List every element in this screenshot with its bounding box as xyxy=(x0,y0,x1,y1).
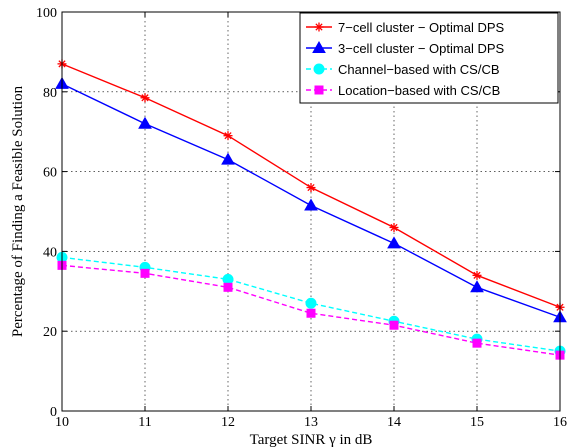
legend-label: 3−cell cluster − Optimal DPS xyxy=(338,41,505,56)
y-tick-label: 0 xyxy=(50,405,57,420)
legend-item: Channel−based with CS/CB xyxy=(306,62,500,77)
series-2-point xyxy=(221,152,235,165)
y-tick-label: 40 xyxy=(43,245,57,260)
legend-item: Location−based with CS/CB xyxy=(306,83,500,98)
x-tick-label: 10 xyxy=(55,415,69,430)
series-2-point xyxy=(470,280,484,293)
series-4-point xyxy=(472,338,482,348)
legend-swatch-marker xyxy=(314,22,324,32)
legend: 7−cell cluster − Optimal DPS 3−cell clust… xyxy=(299,12,559,104)
y-tick-label: 100 xyxy=(36,6,57,21)
legend-item: 3−cell cluster − Optimal DPS xyxy=(306,40,505,56)
series-1 xyxy=(57,59,565,312)
x-tick-label: 15 xyxy=(470,415,484,430)
series-2 xyxy=(55,76,567,323)
series-2-point xyxy=(138,116,152,129)
x-axis-label: Target SINR γ in dB xyxy=(250,432,373,448)
series-1-point xyxy=(223,131,233,141)
series-3-point xyxy=(305,297,317,309)
series-1-point xyxy=(389,222,399,232)
legend-swatch-marker xyxy=(313,63,325,75)
legend-label: 7−cell cluster − Optimal DPS xyxy=(338,20,505,35)
series-4-point xyxy=(223,282,233,292)
series-1-point xyxy=(140,93,150,103)
y-tick-label: 80 xyxy=(43,86,57,101)
x-tick-label: 16 xyxy=(553,415,567,430)
legend-box xyxy=(299,12,559,104)
legend-swatch-marker xyxy=(312,40,326,53)
axis-ticks: 10 11 12 13 14 15 16 0 20 40 60 80 100 xyxy=(36,6,567,430)
x-tick-label: 14 xyxy=(387,415,401,430)
x-tick-label: 11 xyxy=(138,415,151,430)
series-2-point xyxy=(304,198,318,211)
y-axis-label: Percentage of Finding a Feasible Solutio… xyxy=(10,85,26,337)
series-4-point xyxy=(389,320,399,330)
x-tick-label: 13 xyxy=(304,415,318,430)
legend-item: 7−cell cluster − Optimal DPS xyxy=(306,20,505,35)
series-4-point xyxy=(140,268,150,278)
legend-swatch-marker xyxy=(314,85,324,95)
series-layer xyxy=(55,59,567,360)
series-4-point xyxy=(306,308,316,318)
x-tick-label: 12 xyxy=(221,415,235,430)
series-1-point xyxy=(306,183,316,193)
series-1-point xyxy=(472,270,482,280)
legend-label: Channel−based with CS/CB xyxy=(338,62,500,77)
y-tick-label: 60 xyxy=(43,166,57,181)
legend-label: Location−based with CS/CB xyxy=(338,83,500,98)
y-tick-label: 20 xyxy=(43,325,57,340)
series-2-point xyxy=(387,236,401,249)
series-4 xyxy=(57,260,565,360)
